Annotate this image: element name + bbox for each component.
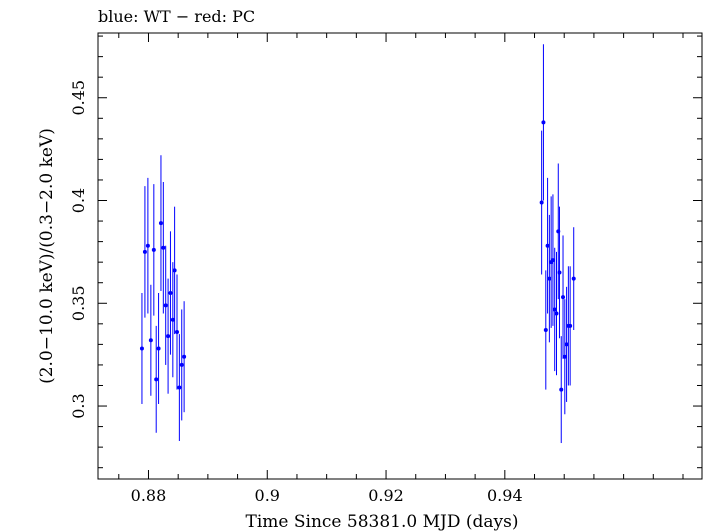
y-tick-label: 0.35 (69, 285, 88, 321)
data-point (561, 295, 566, 300)
x-tick-label: 0.94 (487, 486, 523, 505)
data-point (562, 354, 567, 359)
data-point (154, 377, 159, 382)
data-point (174, 330, 179, 335)
data-point (168, 290, 173, 295)
x-axis-label: Time Since 58381.0 MJD (days) (246, 512, 519, 532)
data-series (139, 44, 576, 444)
data-point (543, 327, 548, 332)
data-point (139, 346, 144, 351)
y-tick-label: 0.45 (69, 80, 88, 116)
data-point (179, 362, 184, 367)
data-point (547, 276, 552, 281)
data-point (545, 243, 550, 248)
data-point (568, 323, 573, 328)
y-tick-label: 0.4 (69, 188, 88, 213)
y-tick-label: 0.3 (69, 393, 88, 418)
data-point (170, 317, 175, 322)
data-point (161, 245, 166, 250)
x-axis: 0.88 0.9 0.92 0.94 (118, 33, 684, 505)
data-point (177, 385, 182, 390)
data-point (182, 354, 187, 359)
data-point (172, 268, 177, 273)
data-point (552, 307, 557, 312)
x-tick-label: 0.92 (368, 486, 404, 505)
data-point (158, 221, 163, 226)
data-point (166, 334, 171, 339)
chart-title: blue: WT − red: PC (98, 7, 255, 26)
data-point (163, 303, 168, 308)
data-point (557, 270, 562, 275)
data-point (151, 247, 156, 252)
data-point (571, 276, 576, 281)
x-tick-label: 0.88 (131, 486, 167, 505)
plot-frame (97, 32, 703, 480)
data-point (156, 346, 161, 351)
data-point (142, 249, 147, 254)
data-point (145, 243, 150, 248)
data-point (550, 258, 555, 263)
data-point (541, 120, 546, 125)
data-point (554, 311, 559, 316)
y-axis-label: (2.0−10.0 keV)/(0.3−2.0 keV) (37, 128, 57, 384)
x-tick-label: 0.9 (255, 486, 280, 505)
data-point (539, 200, 544, 205)
y-axis: 0.3 0.35 0.4 0.45 (69, 35, 702, 469)
data-point (148, 338, 153, 343)
data-point (564, 342, 569, 347)
data-point (559, 387, 564, 392)
